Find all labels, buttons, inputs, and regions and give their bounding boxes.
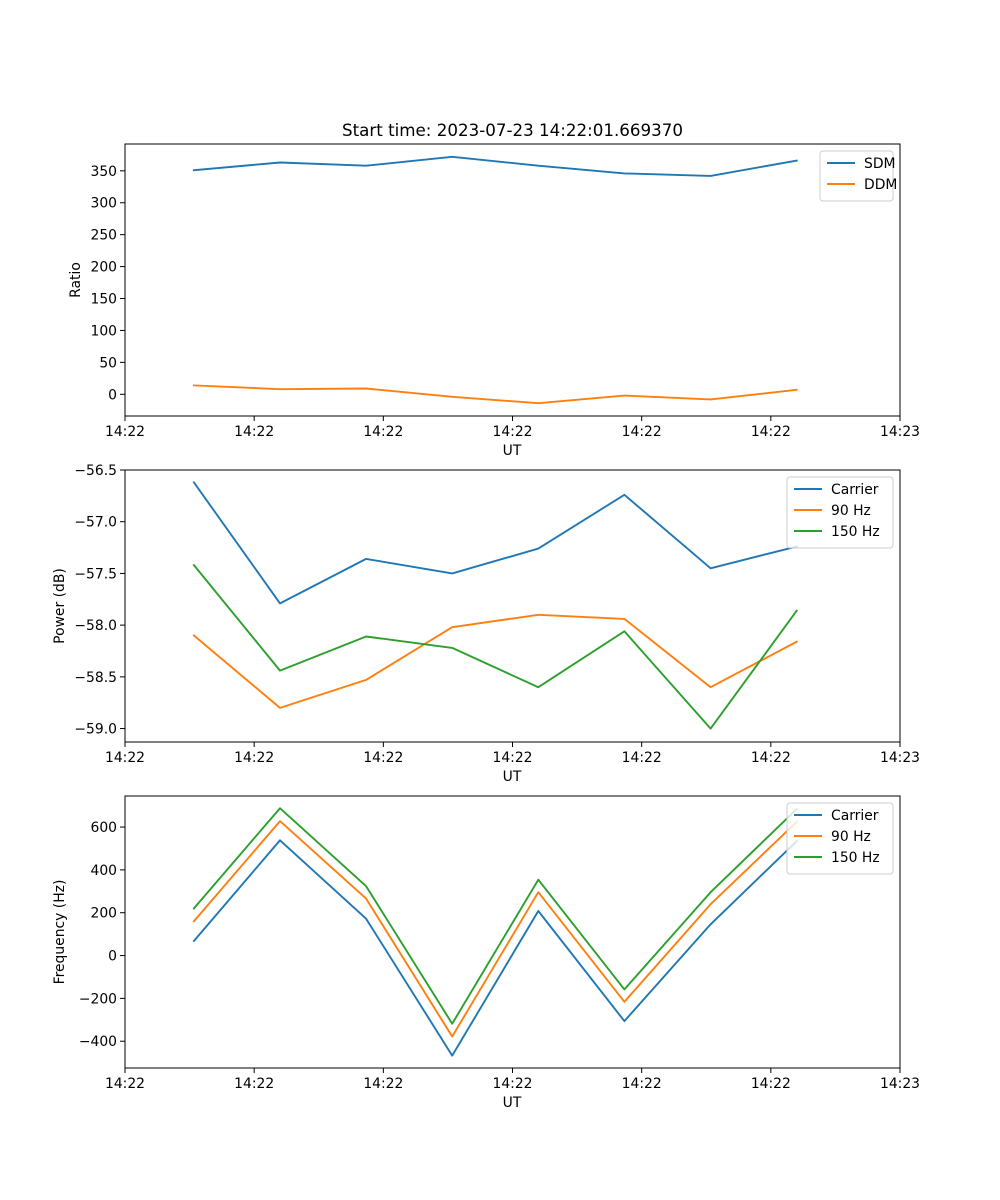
x-axis-label: UT	[503, 1095, 522, 1111]
y-tick-label: −400	[79, 1034, 117, 1050]
x-tick-label: 14:22	[105, 750, 145, 766]
y-tick-label: 200	[90, 906, 117, 922]
legend-label: Carrier	[831, 482, 879, 498]
series-line-frequency-90-hz	[192, 820, 799, 1038]
y-tick-label: 50	[99, 355, 117, 371]
y-tick-label: −59.0	[74, 722, 117, 738]
x-tick-label: 14:22	[363, 424, 403, 440]
subplot-frequency: 14:22 14:22 14:22 14:22 14:22 14:22 14:23 −400 −…	[52, 795, 920, 1111]
y-axis-label: Frequency (Hz)	[52, 880, 68, 985]
x-tick-label: 14:22	[622, 1076, 662, 1092]
series-line-power-90-hz	[192, 613, 798, 709]
series-line-power-carrier	[192, 481, 798, 605]
y-tick-label: 300	[90, 196, 117, 212]
series-line-frequency-150-hz	[192, 807, 799, 1025]
y-tick-label: −56.5	[74, 463, 117, 479]
x-tick-label: 14:22	[105, 1076, 145, 1092]
y-tick-label: 100	[90, 323, 117, 339]
y-tick-label: 150	[90, 292, 117, 308]
legend: Carrier 90 Hz 150 Hz	[786, 476, 894, 549]
legend-label: 150 Hz	[831, 850, 880, 866]
y-tick-label: −57.0	[74, 515, 117, 531]
x-tick-label: 14:23	[880, 424, 920, 440]
y-tick-label: −58.0	[74, 618, 117, 634]
y-tick-label: 600	[90, 820, 117, 836]
x-axis-label: UT	[503, 443, 522, 459]
x-tick-label: 14:22	[622, 424, 662, 440]
x-tick-label: 14:23	[880, 750, 920, 766]
y-tick-label: −57.5	[74, 566, 117, 582]
x-tick-label: 14:22	[751, 1076, 791, 1092]
y-tick-label: 250	[90, 228, 117, 244]
x-tick-label: 14:22	[751, 750, 791, 766]
figure-title: Start time: 2023-07-23 14:22:01.669370	[342, 120, 683, 140]
x-tick-label: 14:22	[105, 424, 145, 440]
legend-label: DDM	[864, 177, 897, 193]
legend-label: 150 Hz	[831, 524, 880, 540]
y-tick-label: 0	[108, 949, 117, 965]
x-axis-label: UT	[503, 769, 522, 785]
y-tick-label: 200	[90, 260, 117, 276]
series-line-ratio-sdm	[192, 155, 798, 177]
x-tick-label: 14:22	[234, 1076, 274, 1092]
x-tick-label: 14:22	[622, 750, 662, 766]
y-tick-label: 400	[90, 863, 117, 879]
x-tick-label: 14:22	[234, 750, 274, 766]
subplots: 14:22 14:22 14:22 14:22 14:22 14:22 14:23 0 50 10…	[52, 143, 920, 1111]
y-axis-label: Ratio	[68, 262, 84, 298]
y-tick-label: 350	[90, 164, 117, 180]
series-line-frequency-carrier	[192, 839, 799, 1057]
series-line-ratio-ddm	[192, 384, 798, 405]
x-tick-label: 14:22	[492, 424, 532, 440]
subplot-power: 14:22 14:22 14:22 14:22 14:22 14:22 14:23 −59.0…	[52, 463, 920, 785]
x-tick-label: 14:22	[751, 424, 791, 440]
y-tick-label: 0	[108, 387, 117, 403]
y-tick-label: −58.5	[74, 670, 117, 686]
legend-label: Carrier	[831, 808, 879, 824]
x-tick-label: 14:22	[492, 1076, 532, 1092]
legend: Carrier 90 Hz 150 Hz	[786, 802, 894, 875]
subplot-ratio: 14:22 14:22 14:22 14:22 14:22 14:22 14:23 0 50 10…	[68, 143, 920, 459]
legend-label: 90 Hz	[831, 829, 871, 845]
legend-label: SDM	[864, 156, 896, 172]
x-tick-label: 14:22	[234, 424, 274, 440]
x-tick-label: 14:22	[363, 750, 403, 766]
y-axis-label: Power (dB)	[52, 568, 68, 644]
x-tick-label: 14:22	[492, 750, 532, 766]
legend-label: 90 Hz	[831, 503, 871, 519]
y-tick-label: −200	[79, 991, 117, 1007]
x-tick-label: 14:23	[880, 1076, 920, 1092]
legend: SDM DDM	[819, 150, 897, 202]
x-tick-label: 14:22	[363, 1076, 403, 1092]
series-line-power-150-hz	[192, 563, 799, 730]
